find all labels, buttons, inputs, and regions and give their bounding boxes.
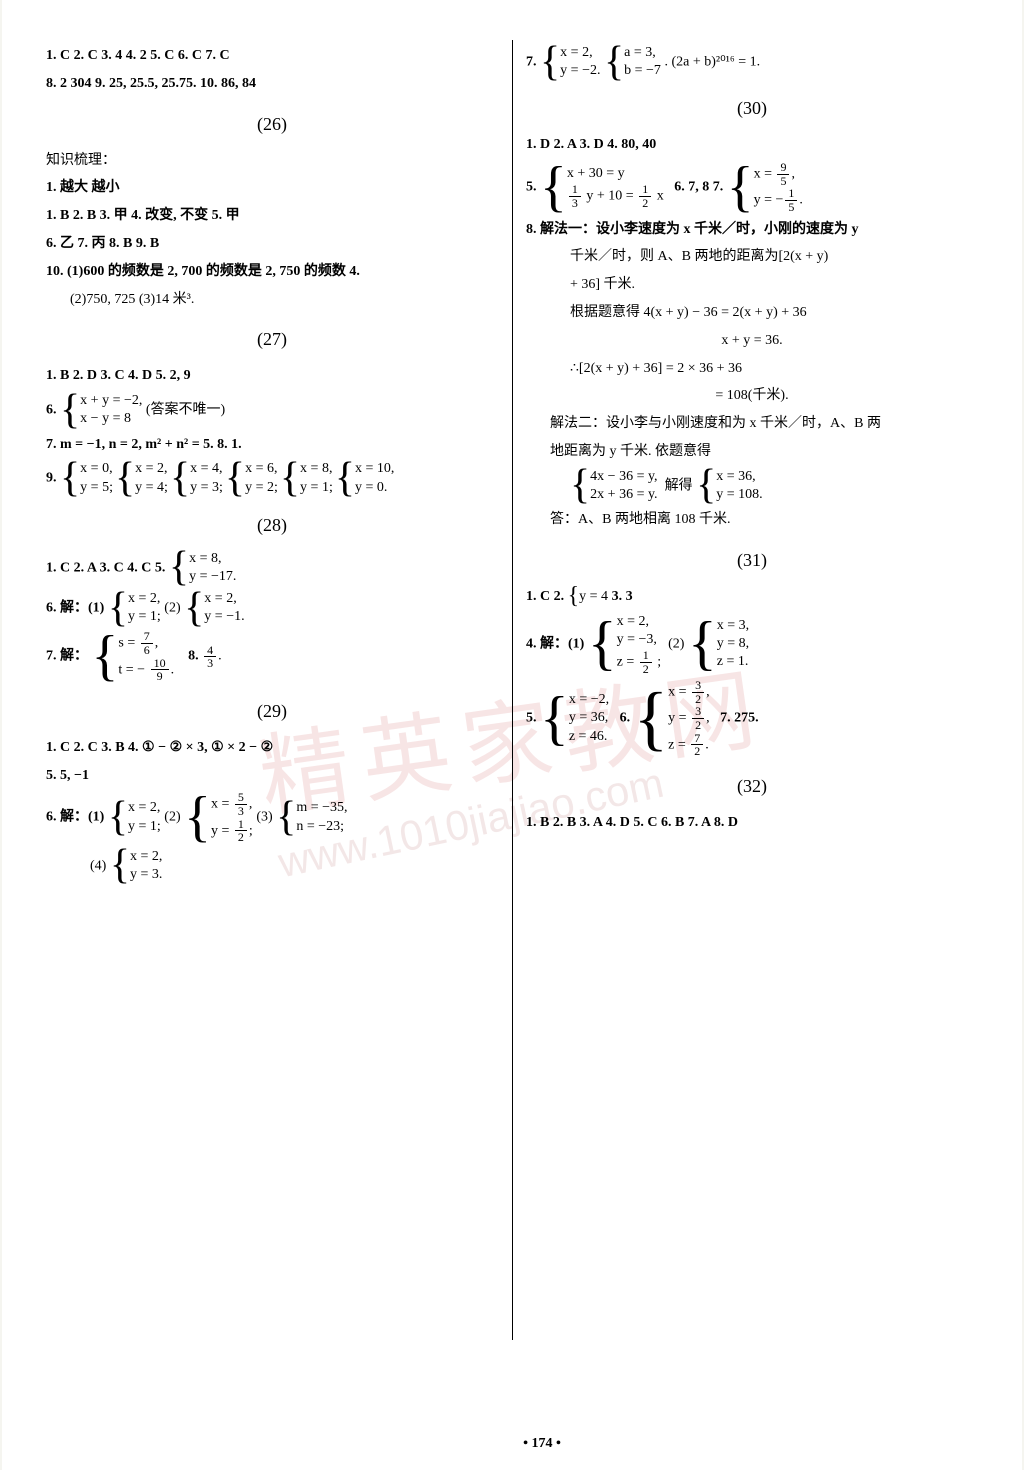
answer-line: (2)750, 725 (3)14 米³. bbox=[46, 288, 498, 312]
answer-line: = 108(千米). bbox=[526, 384, 978, 408]
answer-line: 5. 5, −1 bbox=[46, 764, 498, 788]
answer-line: 6. 乙 7. 丙 8. B 9. B bbox=[46, 232, 498, 256]
answer-line: 6. 解：(1) { x = 2, y = 1; (2) { x = 53, y… bbox=[46, 791, 498, 843]
section-label-29: (29) bbox=[46, 701, 498, 722]
subheading: 知识梳理： bbox=[46, 149, 498, 173]
answer-line: 1. C 2. { y = 4 3. 3 bbox=[526, 585, 978, 609]
answer-line: 6. 解：(1) { x = 2, y = 1; (2) { x = 2, y … bbox=[46, 590, 498, 626]
answer-line: 1. C 2. C 3. 4 4. 2 5. C 6. C 7. C bbox=[46, 44, 498, 68]
answer-line: (4) { x = 2, y = 3. bbox=[46, 848, 498, 884]
two-column-layout: 1. C 2. C 3. 4 4. 2 5. C 6. C 7. C 8. 2 … bbox=[32, 40, 992, 888]
section-label-31: (31) bbox=[526, 550, 978, 571]
answer-line: 5. { x = −2, y = 36, z = 46. 6. { x = 32… bbox=[526, 679, 978, 758]
left-column: 1. C 2. C 3. 4 4. 2 5. C 6. C 7. C 8. 2 … bbox=[32, 40, 512, 888]
answer-line: 10. (1)600 的频数是 2, 700 的频数是 2, 750 的频数 4… bbox=[46, 260, 498, 284]
answer-line: 1. B 2. B 3. A 4. D 5. C 6. B 7. A 8. D bbox=[526, 811, 978, 835]
answer-line: 答：A、B 两地相离 108 千米. bbox=[526, 508, 978, 532]
answer-line: 9. {x = 0,y = 5;{x = 2,y = 4;{x = 4,y = … bbox=[46, 460, 498, 496]
answer-line: 6. { x + y = −2, x − y = 8 (答案不唯一) bbox=[46, 392, 498, 428]
answer-line: x + y = 36. bbox=[526, 329, 978, 353]
answer-line: 解法二：设小李与小刚速度和为 x 千米／时，A、B 两 bbox=[526, 412, 978, 436]
answer-line: 1. C 2. A 3. C 4. C 5. { x = 8, y = −17. bbox=[46, 550, 498, 586]
section-label-26: (26) bbox=[46, 114, 498, 135]
answer-line: 5. { x + 30 = y 13 y + 10 = 12 x 6. 7, 8… bbox=[526, 161, 978, 213]
answer-line: { 4x − 36 = y, 2x + 36 = y. 解得 { x = 36,… bbox=[526, 468, 978, 504]
page-number: • 174 • bbox=[32, 1436, 1024, 1452]
section-label-28: (28) bbox=[46, 515, 498, 536]
column-divider bbox=[512, 40, 513, 1340]
answer-line: 1. 越大 越小 bbox=[46, 176, 498, 200]
answer-line: 7. 解： { s = 76, t = − 109. 8. 43. bbox=[46, 630, 498, 682]
answer-line: 7. { x = 2, y = −2. { a = 3, b = −7 . (2… bbox=[526, 44, 978, 80]
answer-line: 7. m = −1, n = 2, m² + n² = 5. 8. 1. bbox=[46, 433, 498, 457]
answer-line: + 36] 千米. bbox=[526, 273, 978, 297]
answer-line: ∴[2(x + y) + 36] = 2 × 36 + 36 bbox=[526, 357, 978, 381]
answer-line: 地距离为 y 千米. 依题意得 bbox=[526, 440, 978, 464]
section-label-32: (32) bbox=[526, 776, 978, 797]
answer-line: 千米／时，则 A、B 两地的距离为[2(x + y) bbox=[526, 245, 978, 269]
answer-line: 根据题意得 4(x + y) − 36 = 2(x + y) + 36 bbox=[526, 301, 978, 325]
right-column: 7. { x = 2, y = −2. { a = 3, b = −7 . (2… bbox=[512, 40, 992, 888]
answer-line: 4. 解：(1) { x = 2, y = −3, z = 12 ; (2) {… bbox=[526, 613, 978, 676]
answer-line: 1. B 2. D 3. C 4. D 5. 2, 9 bbox=[46, 364, 498, 388]
answer-line: 1. D 2. A 3. D 4. 80, 40 bbox=[526, 133, 978, 157]
answer-line: 8. 解法一：设小李速度为 x 千米／时，小刚的速度为 y bbox=[526, 218, 978, 242]
page: 精英家教网 www.1010jiajiao.com 1. C 2. C 3. 4… bbox=[2, 0, 1022, 1470]
answer-line: 1. B 2. B 3. 甲 4. 改变, 不变 5. 甲 bbox=[46, 204, 498, 228]
answer-line: 8. 2 304 9. 25, 25.5, 25.75. 10. 86, 84 bbox=[46, 72, 498, 96]
answer-line: 1. C 2. C 3. B 4. ① − ② × 3, ① × 2 − ② bbox=[46, 736, 498, 760]
section-label-30: (30) bbox=[526, 98, 978, 119]
section-label-27: (27) bbox=[46, 329, 498, 350]
